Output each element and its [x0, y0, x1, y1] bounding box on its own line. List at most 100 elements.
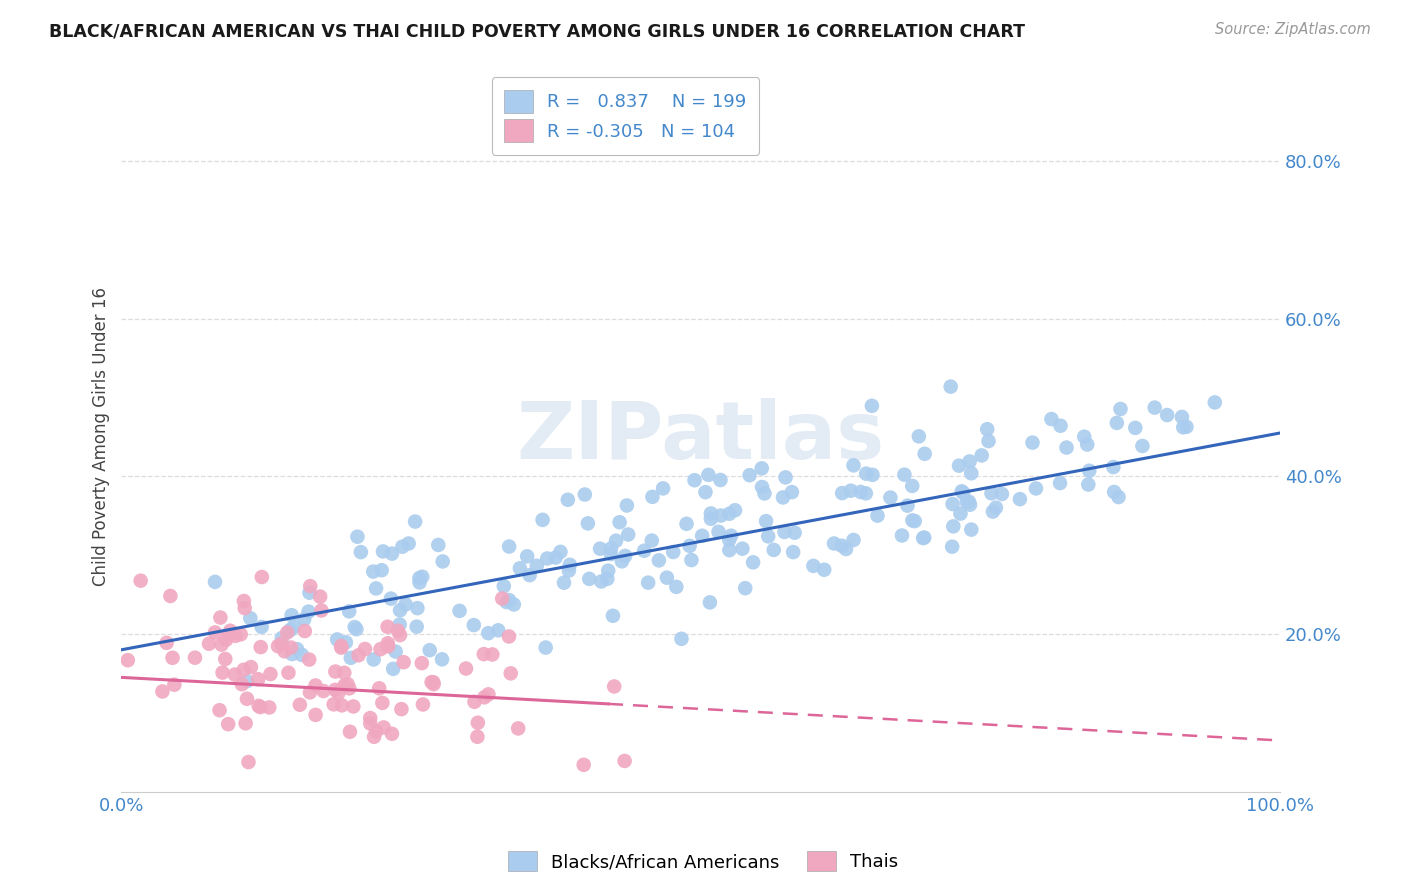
Point — [970, 449, 993, 463]
Point — [1021, 435, 1043, 450]
Point — [377, 620, 399, 634]
Point — [204, 625, 226, 640]
Point — [394, 598, 416, 612]
Point — [347, 648, 370, 663]
Point — [617, 527, 640, 541]
Point — [641, 533, 664, 548]
Point — [959, 498, 981, 512]
Point — [939, 379, 962, 393]
Point — [463, 695, 485, 709]
Point — [330, 639, 353, 653]
Point — [605, 533, 627, 548]
Point — [641, 490, 664, 504]
Point — [724, 503, 747, 517]
Point — [217, 717, 239, 731]
Point — [762, 542, 785, 557]
Point — [311, 603, 333, 617]
Point — [391, 540, 413, 554]
Point — [249, 640, 271, 654]
Point — [855, 486, 877, 500]
Point — [960, 523, 983, 537]
Point — [952, 485, 974, 500]
Point — [277, 665, 299, 680]
Point — [325, 665, 347, 679]
Point — [370, 642, 392, 657]
Point — [912, 531, 935, 545]
Point — [576, 516, 599, 531]
Point — [942, 497, 965, 511]
Point — [363, 730, 385, 744]
Point — [224, 667, 246, 681]
Point — [1078, 464, 1101, 478]
Point — [467, 730, 489, 744]
Point — [209, 610, 232, 624]
Point — [381, 547, 404, 561]
Point — [422, 677, 444, 691]
Point — [637, 575, 659, 590]
Point — [322, 698, 344, 712]
Point — [419, 643, 441, 657]
Point — [449, 604, 471, 618]
Point — [198, 637, 221, 651]
Point — [609, 515, 631, 529]
Point — [477, 687, 499, 701]
Point — [326, 632, 349, 647]
Point — [695, 485, 717, 500]
Point — [498, 593, 520, 607]
Point — [502, 598, 524, 612]
Point — [616, 499, 638, 513]
Point — [831, 539, 853, 553]
Point — [1109, 401, 1132, 416]
Point — [709, 473, 731, 487]
Point — [339, 724, 361, 739]
Point — [499, 666, 522, 681]
Text: Source: ZipAtlas.com: Source: ZipAtlas.com — [1215, 22, 1371, 37]
Point — [610, 554, 633, 568]
Point — [803, 558, 825, 573]
Point — [359, 716, 381, 731]
Point — [214, 652, 236, 666]
Point — [380, 591, 402, 606]
Point — [574, 487, 596, 501]
Point — [481, 648, 503, 662]
Point — [405, 620, 427, 634]
Point — [404, 515, 426, 529]
Point — [472, 690, 495, 705]
Point — [389, 628, 412, 642]
Point — [363, 652, 385, 666]
Point — [371, 544, 394, 558]
Point — [495, 595, 517, 609]
Point — [304, 678, 326, 692]
Point — [208, 703, 231, 717]
Point — [389, 603, 412, 617]
Point — [602, 608, 624, 623]
Point — [681, 553, 703, 567]
Point — [942, 519, 965, 533]
Point — [285, 642, 308, 657]
Point — [381, 727, 404, 741]
Point — [330, 640, 353, 655]
Point — [1171, 409, 1194, 424]
Point — [156, 636, 179, 650]
Point — [679, 539, 702, 553]
Point — [960, 467, 983, 481]
Point — [297, 605, 319, 619]
Point — [718, 507, 741, 521]
Text: ZIPatlas: ZIPatlas — [516, 398, 884, 476]
Point — [463, 618, 485, 632]
Point — [578, 572, 600, 586]
Point — [373, 721, 395, 735]
Point — [665, 580, 688, 594]
Point — [731, 541, 754, 556]
Point — [224, 629, 246, 643]
Point — [773, 524, 796, 539]
Point — [1076, 437, 1098, 451]
Point — [392, 655, 415, 669]
Point — [278, 623, 301, 637]
Point — [742, 555, 765, 569]
Point — [259, 700, 281, 714]
Point — [377, 640, 399, 654]
Point — [235, 716, 257, 731]
Point — [346, 530, 368, 544]
Point — [572, 757, 595, 772]
